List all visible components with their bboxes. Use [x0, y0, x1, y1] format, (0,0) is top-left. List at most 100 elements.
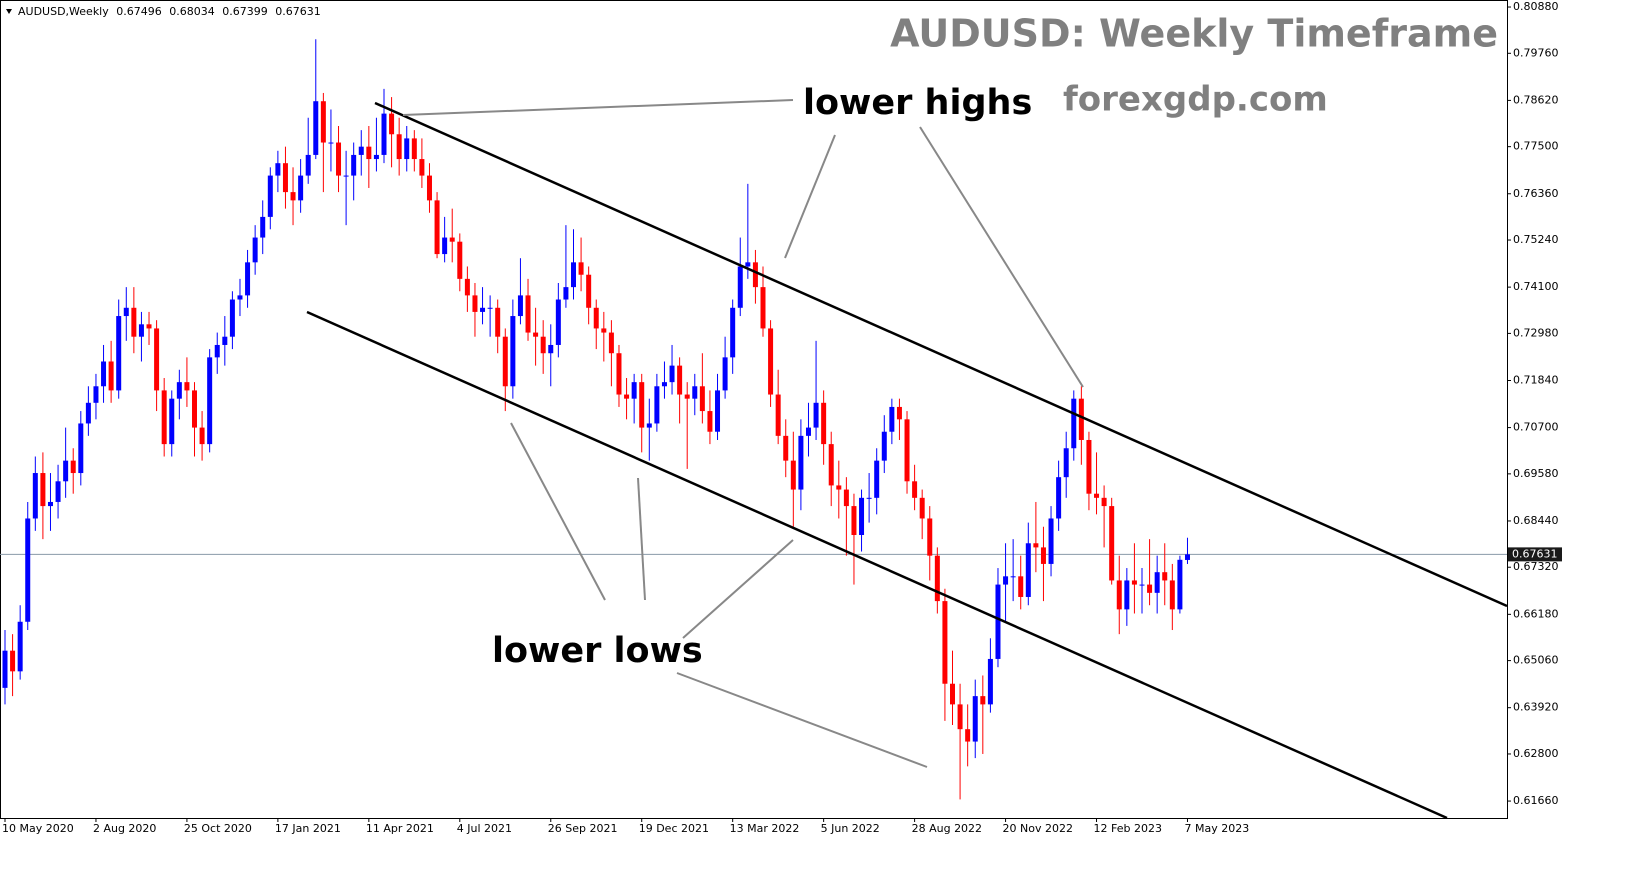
candles [2, 39, 1190, 800]
candle-body [1040, 547, 1046, 564]
candle-body [775, 394, 781, 436]
candle-body [442, 237, 448, 255]
candle-body [571, 262, 576, 288]
candle-body [351, 154, 357, 176]
candle-body [426, 175, 432, 201]
candle-body [123, 307, 129, 317]
candle-body [896, 406, 902, 420]
y-tick-label: 0.79760 [1513, 46, 1559, 59]
candle-body [245, 262, 251, 296]
axis-layer: 0.80880 0.79760 0.78620 0.77500 0.76360 0.752… [0, 0, 1559, 835]
y-tick-label: 0.67320 [1513, 560, 1559, 573]
candle-body [1025, 543, 1031, 597]
candle-body [1048, 518, 1054, 564]
candle-body [78, 423, 84, 474]
candle-body [608, 332, 614, 354]
candle-body [252, 237, 258, 263]
candle-body [540, 336, 546, 354]
candle-body [745, 262, 751, 267]
candle-body [282, 163, 288, 193]
candle-body [480, 307, 486, 312]
candle-body [692, 386, 698, 399]
candle-body [578, 262, 584, 275]
candle-body [601, 328, 607, 333]
x-tick-label: 28 Aug 2022 [912, 822, 982, 835]
y-tick-label: 0.78620 [1513, 93, 1559, 106]
y-tick-label: 0.69580 [1513, 467, 1559, 480]
candle-body [1184, 554, 1190, 560]
candle-body [950, 683, 955, 705]
y-tick-label: 0.72980 [1513, 326, 1559, 339]
candle-body [661, 382, 667, 387]
candle-body [214, 344, 220, 358]
candle-body [366, 146, 372, 160]
candle-body [1094, 493, 1100, 498]
x-tick-label: 5 Jun 2022 [821, 822, 880, 835]
x-tick-label: 25 Oct 2020 [184, 822, 252, 835]
candle-body [131, 307, 137, 337]
candle-body [411, 138, 417, 160]
candle-body [730, 307, 736, 358]
candle-body [593, 307, 599, 329]
candle-body [912, 481, 918, 498]
candle-body [904, 419, 910, 482]
candle-body [55, 481, 61, 502]
candle-body [336, 142, 342, 176]
candle-body [533, 332, 539, 337]
candle-body [138, 324, 144, 337]
candle-body [1139, 584, 1145, 586]
candle-body [919, 497, 925, 519]
candle-body [176, 382, 182, 399]
candle-body [851, 506, 857, 536]
candle-body [275, 163, 281, 176]
candle-body [184, 382, 190, 391]
y-tick-label: 0.77500 [1513, 140, 1559, 153]
candle-body [290, 192, 296, 201]
candle-body [464, 278, 470, 296]
candle-body [752, 262, 758, 288]
candle-body [843, 489, 849, 507]
candle-body [1154, 572, 1160, 593]
annotation: lower highs [803, 83, 1032, 123]
y-tick-label: 0.66180 [1513, 607, 1559, 620]
candle-body [548, 344, 554, 354]
candle-body [70, 460, 76, 474]
candle-body [192, 390, 197, 428]
pointer [676, 672, 928, 768]
candle-body [487, 307, 493, 309]
candle-body [821, 402, 827, 445]
candle-body [222, 336, 228, 345]
y-tick-label: 0.75240 [1513, 233, 1559, 246]
candle-body [343, 175, 349, 177]
y-tick-label: 0.63920 [1513, 701, 1559, 714]
candle-body [722, 357, 728, 391]
candle-body [108, 361, 114, 391]
x-tick-label: 20 Nov 2022 [1003, 822, 1073, 835]
candle-body [93, 386, 99, 403]
candle-body [995, 584, 1001, 659]
candle-body [457, 241, 463, 279]
candle-body [631, 382, 637, 399]
candle-body [1086, 439, 1092, 494]
candle-body [881, 431, 887, 461]
candle-body [495, 307, 501, 337]
candle-body [1033, 543, 1039, 548]
annotation: lower lows [492, 631, 703, 671]
candle-body [1056, 477, 1062, 519]
candle-body [10, 650, 16, 672]
plot-frame [0, 0, 1508, 819]
candle-body [161, 390, 167, 445]
candle-body [40, 473, 46, 507]
pointer [402, 99, 794, 116]
candle-body [1071, 398, 1077, 449]
candle-body [25, 518, 31, 622]
x-tick-label: 19 Dec 2021 [639, 822, 709, 835]
candle-body [237, 295, 243, 300]
candle-body [320, 101, 326, 143]
pointer [919, 126, 1084, 388]
high: 0.68034 [169, 5, 215, 18]
upper-channel-line [374, 101, 1508, 608]
low: 0.67399 [222, 5, 268, 18]
pointers [402, 99, 1084, 768]
